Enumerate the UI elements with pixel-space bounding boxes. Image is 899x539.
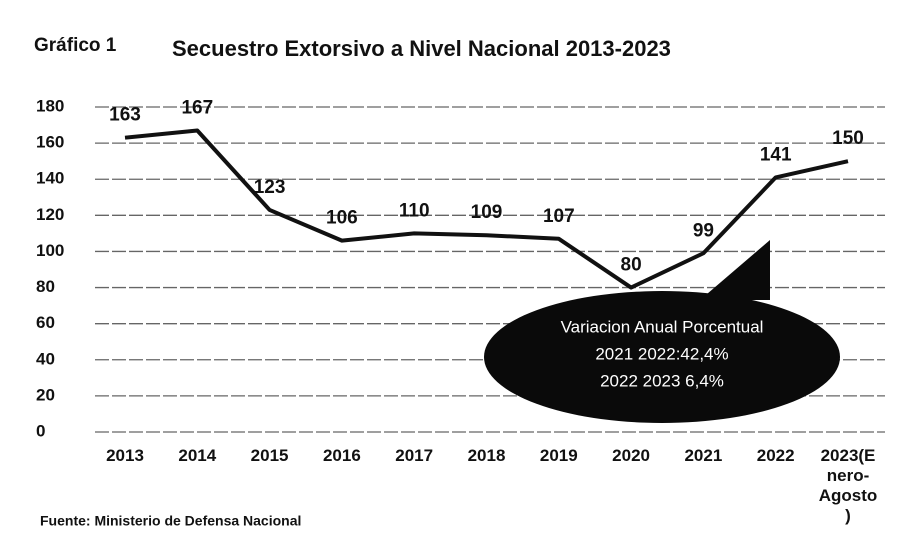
x-tick-label: 2023(Enero-Agosto) <box>818 446 878 525</box>
line <box>124 128 849 290</box>
data-label: 150 <box>832 128 864 149</box>
data-label: 141 <box>760 144 792 165</box>
x-tick-label-box: 2018 <box>467 446 506 465</box>
source: Fuente: Ministerio de Defensa Nacional <box>40 513 301 529</box>
y-tick-label: 20 <box>36 385 55 404</box>
x-tick-label-box: 2021 <box>684 446 723 465</box>
x-tick-label: 2016 <box>322 446 361 465</box>
y-tick-label: 120 <box>36 205 64 224</box>
annotation: Variacion Anual Porcentual <box>561 317 764 336</box>
y-tick-label: 180 <box>36 96 64 115</box>
chart-label: Gráfico 1 <box>34 35 117 56</box>
data-label: 110 <box>399 200 430 221</box>
x-tick-label: 2014 <box>178 446 217 465</box>
x-tick-label: 2017 <box>395 446 434 465</box>
data-label: 107 <box>543 206 575 227</box>
x-tick-label-box: 2022 <box>756 446 795 465</box>
data-label: 109 <box>471 202 503 223</box>
x-tick-label: 2013 <box>106 446 144 465</box>
x-tick-label-box: 2014 <box>178 446 217 465</box>
y-tick-label: 40 <box>36 349 55 368</box>
chart-title: Secuestro Extorsivo a Nivel Nacional 201… <box>172 36 671 61</box>
x-tick-label: 2021 <box>684 446 723 465</box>
annotation-bubble <box>484 291 840 423</box>
x-tick-label: 2022 <box>756 446 795 465</box>
y-tick-label: 140 <box>36 169 64 188</box>
x-tick-label: 2020 <box>612 446 650 465</box>
x-tick-label: 2018 <box>467 446 506 465</box>
y-tick-label: 80 <box>36 277 55 296</box>
x-tick-label-box: 2013 <box>106 446 144 465</box>
x-tick-label-box: 2019 <box>539 446 578 465</box>
annotation-pointer <box>700 240 770 300</box>
y-tick-label: 0 <box>36 421 45 440</box>
annotation: 2022 2023 6,4% <box>600 371 724 390</box>
data-label: 80 <box>621 255 642 276</box>
y-tick-label: 60 <box>36 313 55 332</box>
x-tick-label-box: 2023(Enero-Agosto) <box>818 446 878 525</box>
x-tick-label-box: 2016 <box>322 446 361 465</box>
x-tick-label-box: 2017 <box>395 446 434 465</box>
data-label: 123 <box>254 177 286 198</box>
x-tick-label-box: 2015 <box>250 446 289 465</box>
y-tick-label: 160 <box>36 133 64 152</box>
data-label: 106 <box>326 208 358 229</box>
data-label: 163 <box>109 105 141 126</box>
y-tick-label: 100 <box>36 241 64 260</box>
x-tick-label: 2015 <box>250 446 289 465</box>
data-label: 99 <box>693 220 714 241</box>
data-label: 167 <box>181 97 213 118</box>
x-tick-label: 2019 <box>539 446 578 465</box>
annotation: 2021 2022:42,4% <box>595 344 728 363</box>
x-tick-label-box: 2020 <box>612 446 650 465</box>
